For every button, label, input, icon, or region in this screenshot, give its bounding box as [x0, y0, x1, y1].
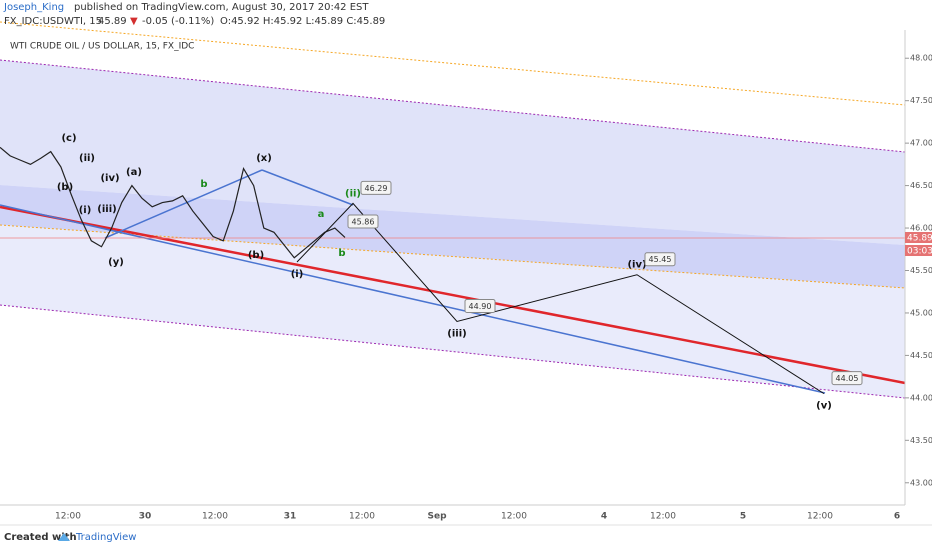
y-tick-label: 45.00: [910, 308, 932, 317]
y-tick-label: 44.00: [910, 393, 932, 402]
trend-line: [261, 169, 354, 206]
footer-brand[interactable]: TradingView: [75, 532, 136, 543]
trend-line: [0, 205, 906, 385]
wave-label: (a): [126, 167, 142, 178]
channel-lower: [0, 225, 905, 398]
ohlc: O:45.92 H:45.92 L:45.89 C:45.89: [220, 16, 385, 27]
y-tick-label: 46.00: [910, 224, 932, 233]
x-tick-label: Sep: [427, 512, 447, 522]
change: -0.05 (-0.11%): [142, 16, 214, 27]
x-tick-label: 4: [601, 512, 607, 522]
wave-label: (ii): [345, 188, 361, 199]
wave-label: (iii): [447, 328, 466, 339]
channel-line: [0, 21, 906, 106]
channel-line: [0, 224, 906, 289]
wave-label: (c): [61, 133, 76, 144]
wave-label: (i): [291, 269, 304, 280]
wave-label: (iii): [97, 204, 116, 215]
x-tick-label: 12:00: [807, 512, 833, 522]
y-tick-label: 43.50: [910, 436, 932, 445]
arrow: ▼: [130, 16, 138, 27]
wave-label: (iv): [100, 173, 119, 184]
wave-label: (b): [57, 182, 73, 193]
value-label: 45.45: [649, 255, 672, 264]
wave-label: (v): [816, 401, 832, 412]
value-box: [831, 371, 863, 386]
projection-line: [296, 202, 825, 395]
x-tick-label: 12:00: [349, 512, 375, 522]
trend-line: [104, 169, 263, 239]
wave-label: b: [200, 179, 207, 190]
x-tick-label: 30: [139, 512, 152, 522]
value-label: 44.05: [836, 374, 859, 383]
y-tick-label: 47.00: [910, 139, 932, 148]
time-badge: [905, 245, 932, 256]
time-badge-text: 03:03: [907, 247, 932, 257]
wave-label: (x): [256, 153, 272, 164]
y-tick-label: 43.00: [910, 478, 932, 487]
price-badge-text: 45.89: [907, 234, 932, 244]
channel-upper: [0, 60, 905, 245]
value-box: [347, 214, 379, 229]
channel-mid: [0, 185, 905, 288]
x-tick-label: 12:00: [202, 512, 228, 522]
y-tick-label: 47.50: [910, 96, 932, 105]
price-line: [0, 146, 346, 259]
author[interactable]: Joseph_King: [3, 2, 64, 13]
wave-label: (ii): [79, 153, 95, 164]
symbol: FX_IDC:USDWTI, 15: [4, 16, 102, 27]
wave-label: (b): [248, 250, 264, 261]
last-price: 45.89: [98, 16, 127, 27]
y-tick-label: 45.50: [910, 266, 932, 275]
x-tick-label: 12:00: [501, 512, 527, 522]
y-tick-label: 46.50: [910, 181, 932, 190]
x-tick-label: 5: [740, 512, 746, 522]
footer-created: Created with: [4, 532, 77, 543]
trend-line: [0, 204, 826, 394]
wave-label: (i): [79, 205, 92, 216]
wave-label: a: [318, 209, 325, 220]
x-tick-label: 6: [894, 512, 900, 522]
published: published on TradingView.com, August 30,…: [74, 2, 369, 13]
wave-label: (y): [108, 257, 124, 268]
x-tick-label: 31: [284, 512, 297, 522]
price-badge: [905, 232, 932, 243]
logo: [58, 533, 70, 541]
value-label: 44.90: [469, 302, 492, 311]
value-label: 45.86: [352, 218, 375, 227]
wave-label: (iv): [627, 260, 646, 271]
y-tick-label: 44.50: [910, 351, 932, 360]
x-tick-label: 12:00: [650, 512, 676, 522]
value-box: [360, 180, 392, 195]
value-box: [464, 298, 496, 313]
value-label: 46.29: [365, 184, 388, 193]
y-tick-label: 48.00: [910, 54, 932, 63]
value-box: [644, 252, 676, 267]
chart-title: WTI CRUDE OIL / US DOLLAR, 15, FX_IDC: [10, 42, 194, 52]
wave-label: b: [338, 248, 345, 259]
x-tick-label: 12:00: [55, 512, 81, 522]
